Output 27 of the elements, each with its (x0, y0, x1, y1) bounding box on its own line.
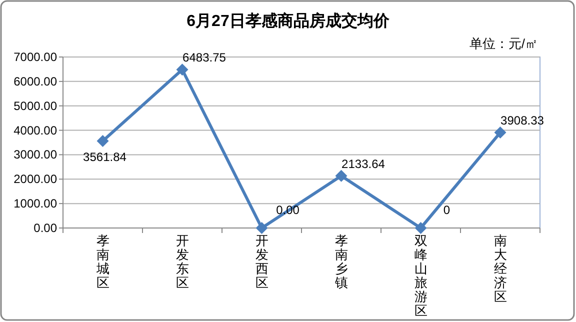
x-tick-label: 孝南城区 (95, 233, 110, 290)
point (256, 222, 268, 234)
data-label: 2133.64 (342, 156, 386, 171)
y-tick-label: 6000.00 (14, 74, 58, 88)
data-label: 3561.84 (83, 150, 127, 164)
chart-title: 6月27日孝感商品房成交均价 (186, 11, 390, 30)
data-label: 6483.75 (182, 50, 226, 65)
point (414, 222, 427, 234)
x-tick-label: 开发东区 (176, 233, 189, 290)
x-tick-label: 孝南乡镇 (334, 233, 348, 290)
y-tick-label: 4000.00 (14, 123, 58, 138)
x-tick-label: 南大经济区 (494, 233, 507, 304)
point (335, 170, 348, 182)
y-tick-label: 1000.00 (14, 196, 58, 211)
text: 单位：元/㎡ (469, 36, 538, 51)
x-tick-label: 双峰山旅游区 (414, 233, 428, 318)
y-tick-label: 3000.00 (14, 148, 58, 162)
y-tick-label: 2000.00 (14, 172, 58, 186)
point (176, 64, 188, 76)
data-label: 3908.33 (500, 114, 544, 128)
x-tick-label: 开发西区 (255, 233, 268, 290)
y-tick-label: 5000.00 (14, 98, 58, 113)
y-tick-label: 0.00 (34, 221, 58, 235)
data-label: 0 (443, 203, 450, 217)
point (96, 134, 109, 147)
point (494, 126, 506, 139)
y-tick-label: 7000.00 (14, 50, 58, 64)
